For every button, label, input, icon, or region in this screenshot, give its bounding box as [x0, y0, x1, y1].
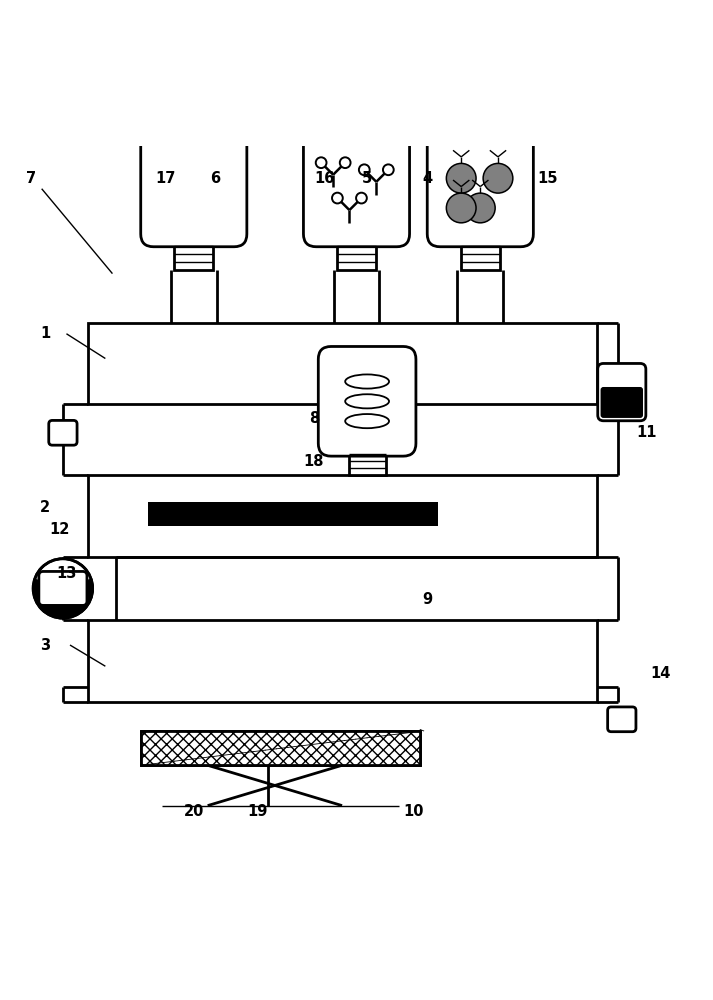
Circle shape — [446, 193, 476, 223]
Text: 8: 8 — [309, 411, 319, 426]
Text: 6: 6 — [210, 171, 220, 186]
Text: 10: 10 — [403, 804, 424, 819]
Ellipse shape — [345, 374, 389, 389]
Text: 2: 2 — [40, 500, 51, 515]
Circle shape — [446, 163, 476, 193]
Text: 13: 13 — [56, 566, 76, 581]
Text: 16: 16 — [314, 171, 335, 186]
Bar — [88, 323, 597, 404]
Circle shape — [483, 163, 513, 193]
Circle shape — [383, 164, 394, 175]
FancyBboxPatch shape — [140, 130, 247, 247]
Text: 15: 15 — [538, 171, 558, 186]
Circle shape — [466, 193, 495, 223]
Circle shape — [356, 193, 366, 203]
Bar — [148, 502, 438, 526]
FancyBboxPatch shape — [600, 387, 643, 418]
FancyBboxPatch shape — [597, 363, 646, 421]
Bar — [88, 475, 597, 557]
FancyBboxPatch shape — [304, 130, 409, 247]
Text: 20: 20 — [184, 804, 204, 819]
FancyBboxPatch shape — [427, 130, 533, 247]
Text: 17: 17 — [155, 171, 175, 186]
Text: 5: 5 — [362, 171, 372, 186]
Bar — [175, 236, 213, 270]
Bar — [140, 731, 420, 765]
Bar — [88, 620, 597, 702]
Bar — [140, 731, 420, 765]
Text: 19: 19 — [247, 804, 267, 819]
Text: 18: 18 — [304, 454, 324, 469]
Bar — [337, 236, 376, 270]
Circle shape — [34, 559, 93, 618]
Text: 14: 14 — [650, 666, 671, 681]
Circle shape — [332, 193, 343, 203]
Polygon shape — [34, 579, 93, 618]
FancyBboxPatch shape — [607, 707, 636, 732]
Bar — [461, 236, 500, 270]
Text: 3: 3 — [40, 638, 51, 653]
Ellipse shape — [345, 414, 389, 428]
Circle shape — [359, 164, 369, 175]
Text: 7: 7 — [26, 171, 36, 186]
Text: 9: 9 — [422, 592, 432, 607]
Circle shape — [340, 157, 351, 168]
Circle shape — [316, 157, 327, 168]
Bar — [349, 446, 386, 475]
FancyBboxPatch shape — [48, 420, 77, 445]
Text: 12: 12 — [49, 522, 70, 537]
Ellipse shape — [345, 394, 389, 408]
FancyBboxPatch shape — [39, 571, 87, 605]
Text: 4: 4 — [422, 171, 432, 186]
FancyBboxPatch shape — [318, 346, 416, 456]
Text: 1: 1 — [40, 326, 51, 341]
Text: 11: 11 — [636, 425, 657, 440]
